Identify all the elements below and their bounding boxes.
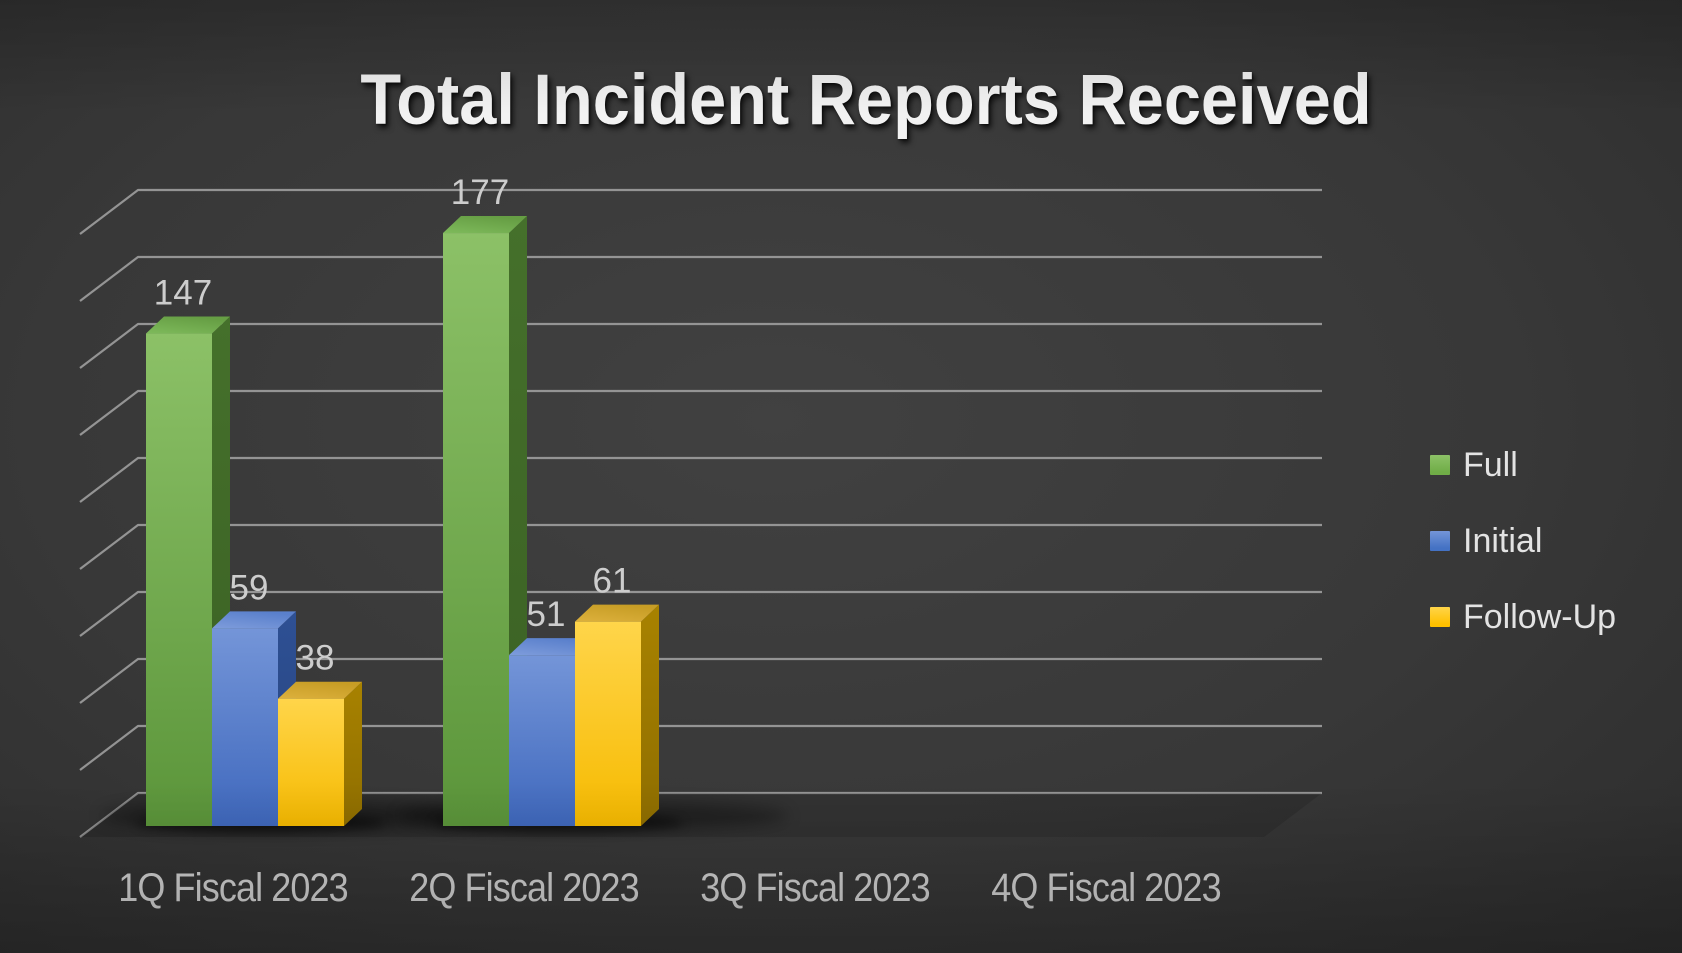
legend-label-full: Full bbox=[1463, 446, 1518, 484]
bar-front-face bbox=[146, 333, 212, 826]
legend-item-initial: Initial bbox=[1430, 524, 1616, 558]
value-label-follow-up-2q: 61 bbox=[593, 562, 632, 601]
gridline bbox=[79, 389, 1322, 436]
gridline bbox=[79, 322, 1322, 369]
bar-top-face bbox=[212, 611, 296, 629]
bar-side-face bbox=[344, 681, 362, 826]
value-label-initial-2q: 51 bbox=[527, 595, 566, 634]
legend-swatch-initial bbox=[1430, 531, 1450, 551]
value-label-follow-up-1q: 38 bbox=[296, 639, 335, 678]
gridline bbox=[79, 791, 1322, 838]
bar-top-face bbox=[278, 681, 362, 699]
category-label-3q: 3Q Fiscal 2023 bbox=[700, 866, 930, 910]
legend: Full Initial Follow-Up bbox=[1430, 448, 1616, 634]
category-label-2q: 2Q Fiscal 2023 bbox=[409, 866, 639, 910]
category-label-1q: 1Q Fiscal 2023 bbox=[118, 866, 348, 910]
bar-front-face bbox=[212, 628, 278, 826]
category-label-4q: 4Q Fiscal 2023 bbox=[991, 866, 1221, 910]
bar-follow-up-1q bbox=[278, 681, 362, 826]
bar-follow-up-2q bbox=[575, 604, 659, 826]
value-label-initial-1q: 59 bbox=[230, 568, 269, 607]
gridline bbox=[79, 456, 1322, 503]
gridline bbox=[79, 724, 1322, 771]
gridline bbox=[79, 657, 1322, 704]
value-label-full-2q: 177 bbox=[451, 173, 509, 212]
gridline bbox=[79, 255, 1322, 302]
chart-title: Total Incident Reports Received bbox=[360, 61, 1372, 140]
value-label-full-1q: 147 bbox=[154, 274, 212, 313]
bar-front-face bbox=[443, 233, 509, 827]
legend-swatch-follow-up bbox=[1430, 607, 1450, 627]
bar-top-face bbox=[575, 604, 659, 622]
legend-label-initial: Initial bbox=[1463, 522, 1543, 560]
legend-label-follow-up: Follow-Up bbox=[1463, 598, 1617, 636]
gridline bbox=[79, 523, 1322, 570]
gridlines bbox=[79, 188, 1322, 838]
bar-front-face bbox=[278, 698, 344, 826]
bar-front-face bbox=[575, 621, 641, 826]
legend-swatch-full bbox=[1430, 455, 1450, 475]
gridline bbox=[79, 188, 1322, 235]
bar-front-face bbox=[509, 655, 575, 826]
legend-item-follow-up: Follow-Up bbox=[1430, 600, 1616, 634]
gridline bbox=[79, 590, 1322, 637]
bar-top-face bbox=[443, 216, 527, 234]
bar-top-face bbox=[509, 638, 593, 656]
bar-side-face bbox=[641, 604, 659, 826]
legend-item-full: Full bbox=[1430, 448, 1616, 482]
bar-top-face bbox=[146, 316, 230, 334]
bar-full-2q bbox=[443, 216, 527, 827]
